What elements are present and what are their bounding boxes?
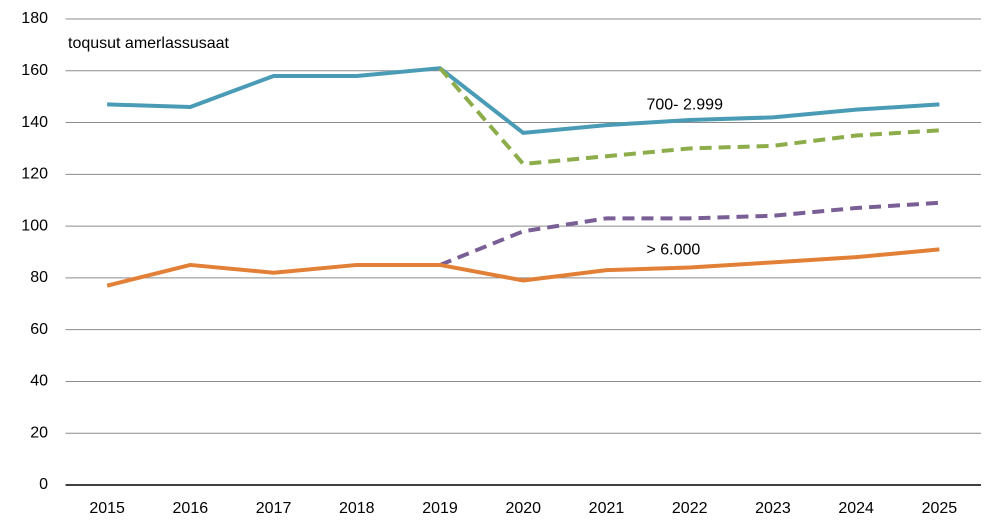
y-tick-label: 140: [21, 114, 48, 131]
x-tick-label: 2024: [838, 500, 874, 517]
y-tick-label: 120: [21, 166, 48, 183]
x-tick-label: 2018: [339, 500, 375, 517]
y-tick-label: 40: [30, 373, 48, 390]
x-tick-label: 2019: [422, 500, 458, 517]
x-tick-label: 2015: [89, 500, 125, 517]
x-tick-label: 2023: [755, 500, 791, 517]
line-series: [439, 200, 940, 267]
line-series: [107, 66, 940, 135]
y-tick-label: 0: [39, 476, 48, 493]
series-label: 700- 2.999: [646, 96, 723, 113]
series-label: > 6.000: [646, 241, 700, 258]
x-tick-label: 2017: [256, 500, 292, 517]
x-tick-label: 2016: [173, 500, 209, 517]
line-series: [438, 66, 940, 166]
line-series: [106, 247, 940, 288]
x-tick-label: 2022: [672, 500, 708, 517]
y-tick-label: 180: [21, 10, 48, 27]
x-tick-label: 2021: [589, 500, 625, 517]
y-axis-title: toqusut amerlassusaat: [68, 35, 230, 52]
y-tick-label: 100: [21, 217, 48, 234]
y-tick-label: 80: [30, 269, 48, 286]
y-tick-label: 20: [30, 424, 48, 441]
y-tick-label: 160: [21, 62, 48, 79]
x-tick-label: 2025: [922, 500, 958, 517]
y-tick-label: 60: [30, 321, 48, 338]
x-tick-label: 2020: [505, 500, 541, 517]
